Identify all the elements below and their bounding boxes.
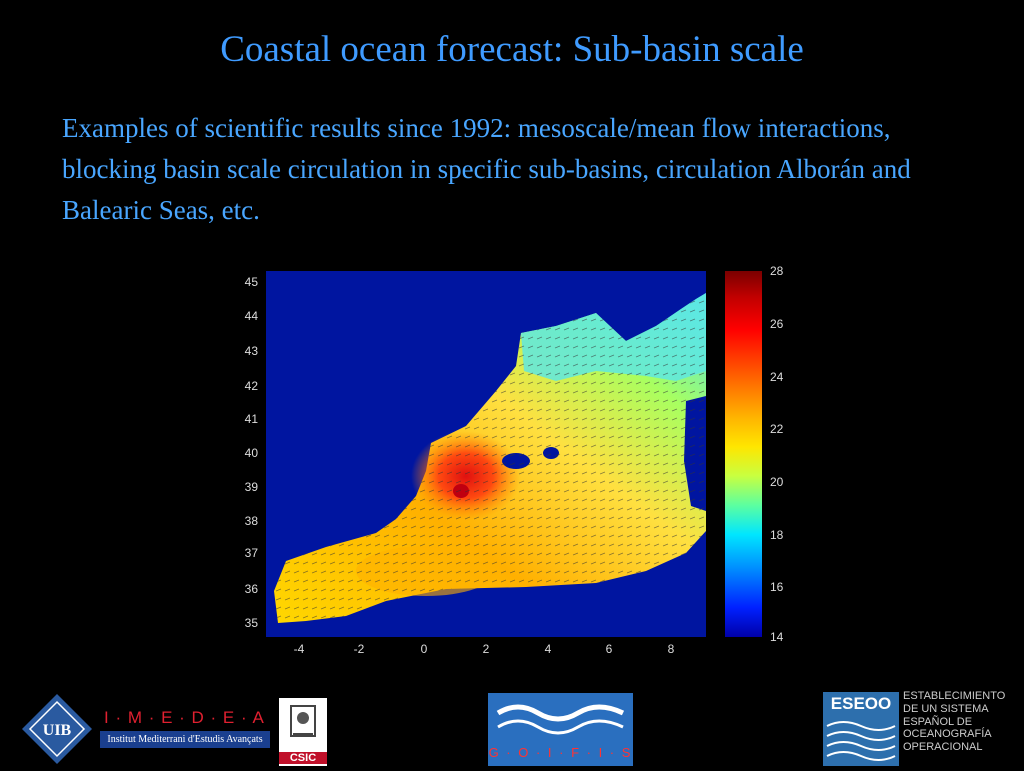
y-tick: 42 [244, 379, 258, 393]
eseoo-logo-caption: ESTABLECIMIENTO DE UN SISTEMA ESPAÑOL DE… [903, 690, 1005, 754]
colorbar-tick: 18 [770, 528, 784, 542]
goifis-logo: G · O · I · F · I · S [488, 693, 633, 766]
colorbar-tick: 16 [770, 580, 784, 594]
imedea-logo-subtitle: Institut Mediterrani d'Estudis Avançats [100, 731, 270, 748]
eseoo-caption-line: OCEANOGRAFÍA [903, 728, 992, 741]
y-tick: 41 [244, 412, 258, 426]
x-tick: -4 [293, 642, 305, 656]
x-tick: 8 [667, 642, 675, 656]
eseoo-logo-text: ESEOO [830, 694, 892, 713]
csic-logo-text: CSIC [279, 752, 327, 764]
goifis-logo-text: G · O · I · F · I · S [488, 745, 633, 760]
uib-logo: UIB [20, 692, 94, 766]
eseoo-caption-line: DE UN SISTEMA [903, 702, 989, 715]
colorbar-tick: 22 [770, 422, 784, 436]
y-tick: 43 [244, 344, 258, 358]
colorbar [725, 271, 762, 637]
eseoo-caption-line: ESPAÑOL DE [903, 715, 973, 728]
x-tick: 2 [482, 642, 490, 656]
y-tick: 36 [244, 582, 258, 596]
colorbar-tick: 24 [770, 370, 784, 384]
y-tick: 35 [244, 616, 258, 630]
csic-logo: CSIC [279, 698, 327, 766]
y-tick: 38 [244, 514, 258, 528]
y-tick: 45 [244, 275, 258, 289]
y-tick: 40 [244, 446, 258, 460]
colorbar-tick: 20 [770, 475, 784, 489]
y-tick: 37 [244, 546, 258, 560]
x-tick: -2 [353, 642, 365, 656]
x-tick: 6 [605, 642, 613, 656]
slide-body-text: Examples of scientific results since 199… [62, 113, 911, 225]
colorbar-tick: 14 [770, 630, 784, 644]
eseoo-caption-line: OPERACIONAL [903, 741, 983, 754]
sst-map-graphic [274, 293, 706, 623]
y-tick: 39 [244, 480, 258, 494]
uib-logo-text: UIB [43, 722, 72, 739]
sst-map [266, 271, 706, 637]
x-tick: 4 [544, 642, 552, 656]
colorbar-tick: 28 [770, 264, 784, 278]
x-tick: 0 [420, 642, 428, 656]
slide-title: Coastal ocean forecast: Sub-basin scale [220, 29, 804, 70]
colorbar-tick: 26 [770, 317, 784, 331]
y-tick: 44 [244, 309, 258, 323]
eseoo-logo: ESEOO [823, 692, 899, 766]
imedea-logo-text: I · M · E · D · E · A [104, 708, 265, 727]
eseoo-caption-line: ESTABLECIMIENTO [903, 690, 1006, 702]
